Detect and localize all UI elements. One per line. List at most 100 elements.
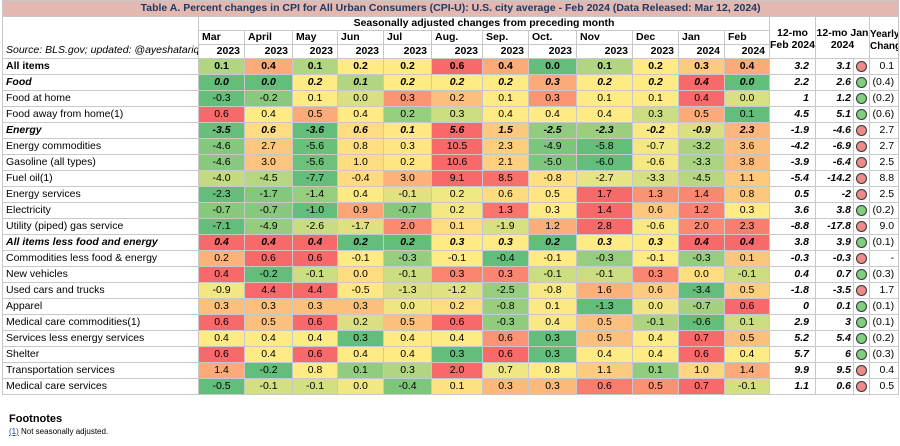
value-cell: 0.6 — [244, 250, 293, 267]
year-header: 2023 — [198, 44, 245, 59]
value-cell: 0.4 — [383, 346, 432, 363]
value-cell: 1.0 — [678, 362, 725, 379]
12mo-jan-cell: 9.5 — [815, 362, 854, 379]
value-cell: 0.4 — [244, 58, 293, 75]
value-cell: 0.6 — [198, 314, 245, 331]
value-cell: 0.4 — [244, 234, 293, 251]
table-title: Table A. Percent changes in CPI for All … — [1, 0, 900, 17]
value-cell: 1.3 — [632, 186, 679, 203]
value-cell: 0.6 — [244, 122, 293, 139]
12mo-jan-cell: -3.5 — [815, 282, 854, 299]
value-cell: 0.4 — [528, 106, 577, 123]
value-cell: 0.2 — [632, 74, 679, 91]
12mo-feb-cell: 2.9 — [769, 314, 816, 331]
value-cell: 0.0 — [678, 266, 725, 283]
row-label: Medical care commodities(1) — [2, 314, 199, 331]
value-cell: 0.4 — [198, 330, 245, 347]
value-cell: 0.1 — [576, 90, 633, 107]
value-cell: 0.4 — [482, 106, 529, 123]
value-cell: 3.0 — [244, 154, 293, 171]
value-cell: 0.4 — [482, 58, 529, 75]
value-cell: 0.1 — [528, 298, 577, 315]
value-cell: -0.8 — [528, 282, 577, 299]
row-label: Medical care services — [2, 378, 199, 395]
12mo-jan-cell: 5.1 — [815, 106, 854, 123]
value-cell: -1.3 — [383, 282, 432, 299]
value-cell: 1.6 — [576, 282, 633, 299]
table-row: Utility (piped) gas service -7.1 -4.9 -2.6-… — [2, 218, 900, 235]
value-cell: -0.5 — [198, 378, 245, 395]
value-cell: 0.3 — [576, 234, 633, 251]
value-cell: 0.2 — [632, 58, 679, 75]
value-cell: 0.1 — [724, 250, 770, 267]
trend-dot-cell — [853, 122, 870, 139]
value-cell: 0.3 — [528, 90, 577, 107]
value-cell: 0.2 — [431, 90, 483, 107]
value-cell: 0.3 — [292, 298, 338, 315]
value-cell: -4.6 — [198, 154, 245, 171]
value-cell: 0.3 — [383, 362, 432, 379]
value-cell: 0.3 — [724, 202, 770, 219]
row-label: Transportation services — [2, 362, 199, 379]
red-dot-icon — [856, 60, 867, 72]
value-cell: 0.3 — [431, 234, 483, 251]
row-label: All items — [2, 58, 199, 75]
table-row: New vehicles 0.4 -0.2 -0.1 0.0 -0.1 0.3 0.3 -0.1… — [2, 266, 900, 283]
value-cell: -0.3 — [678, 250, 725, 267]
value-cell: 1.2 — [678, 202, 725, 219]
green-dot-icon — [856, 316, 867, 328]
12mo-feb-cell: -1.9 — [769, 122, 816, 139]
table-row: Apparel 0.3 0.3 0.3 0.3 0.0 0.2 -0.8 0.1 -1.3 0.0-… — [2, 298, 900, 315]
12mo-jan-cell: 1.2 — [815, 90, 854, 107]
value-cell: 0.1 — [482, 90, 529, 107]
yearly-change-cell: (0.1) — [868, 234, 900, 251]
table-row: Shelter 0.6 0.4 0.6 0.4 0.4 0.3 0.6 0.3 0.4 0.4 0.6… — [2, 346, 900, 363]
value-cell: 5.6 — [431, 122, 483, 139]
value-cell: 0.2 — [431, 202, 483, 219]
row-label: Commodities less food & energy — [2, 250, 199, 267]
value-cell: -3.5 — [198, 122, 245, 139]
value-cell: -0.4 — [337, 170, 384, 187]
table-row: Services less energy services 0.4 0.4 0.4 0.… — [2, 330, 900, 347]
value-cell: 0.6 — [431, 58, 483, 75]
trend-dot-cell — [853, 330, 870, 347]
value-cell: 0.0 — [337, 266, 384, 283]
value-cell: 0.0 — [724, 90, 770, 107]
value-cell: 0.1 — [576, 58, 633, 75]
value-cell: -5.6 — [292, 154, 338, 171]
value-cell: 1.1 — [576, 362, 633, 379]
value-cell: 0.3 — [528, 74, 577, 91]
value-cell: -0.1 — [337, 250, 384, 267]
value-cell: 0.6 — [198, 346, 245, 363]
value-cell: 0.4 — [632, 330, 679, 347]
col-header-12mo-feb: 12-mo Feb 2024 — [769, 16, 816, 59]
value-cell: -5.0 — [528, 154, 577, 171]
green-dot-icon — [856, 76, 867, 88]
row-label: Shelter — [2, 346, 199, 363]
value-cell: -6.0 — [576, 154, 633, 171]
value-cell: 0.3 — [528, 202, 577, 219]
row-label: Electricity — [2, 202, 199, 219]
value-cell: -4.9 — [528, 138, 577, 155]
value-cell: -4.0 — [198, 170, 245, 187]
footnote-link[interactable]: (1) — [9, 427, 19, 436]
month-header: Dec — [632, 30, 679, 45]
year-header: 2024 — [678, 44, 725, 59]
green-dot-icon — [856, 204, 867, 216]
value-cell: -0.1 — [576, 266, 633, 283]
value-cell: 2.0 — [383, 218, 432, 235]
trend-dot-cell — [853, 282, 870, 299]
value-cell: 0.3 — [337, 298, 384, 315]
value-cell: 0.3 — [528, 346, 577, 363]
value-cell: 0.5 — [678, 106, 725, 123]
red-dot-icon — [856, 172, 867, 184]
trend-dot-cell — [853, 298, 870, 315]
12mo-jan-cell: 3.1 — [815, 58, 854, 75]
value-cell: 2.8 — [576, 218, 633, 235]
value-cell: -0.1 — [632, 250, 679, 267]
value-cell: 0.3 — [244, 298, 293, 315]
trend-dot-cell — [853, 138, 870, 155]
value-cell: -2.3 — [198, 186, 245, 203]
table-row: Gasoline (all types) -4.6 3.0 -5.6 1.0 0.2 10.… — [2, 154, 900, 171]
trend-dot-cell — [853, 362, 870, 379]
